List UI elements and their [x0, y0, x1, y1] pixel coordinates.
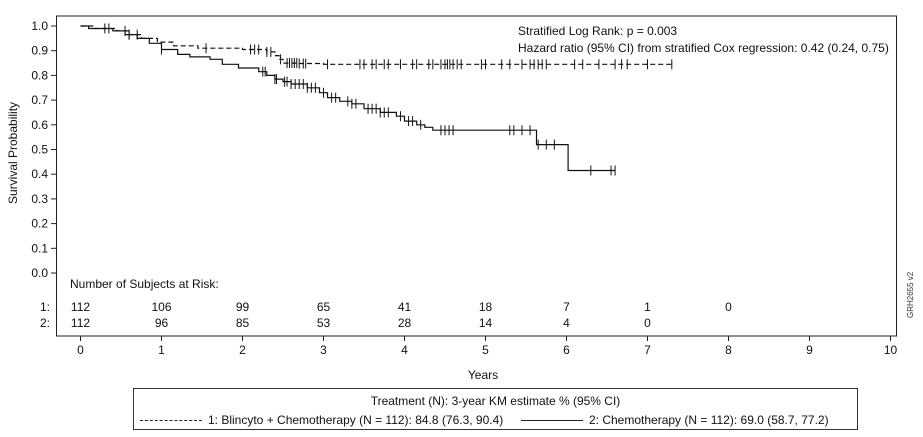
- risk-value-1-2: 99: [236, 300, 250, 314]
- risk-value-1-1: 106: [151, 300, 171, 314]
- survival-curves: [80, 23, 673, 176]
- risk-value-2-4: 28: [398, 316, 412, 330]
- y-tick-label-7: 0.7: [31, 93, 48, 107]
- legend-item-chemotherapy: 2: Chemotherapy (N = 112): 69.0 (58.7, 7…: [521, 413, 829, 427]
- y-tick-label-6: 0.6: [31, 118, 48, 132]
- x-tick-label-9: 9: [806, 343, 813, 357]
- risk-value-2-6: 4: [563, 316, 570, 330]
- figure-code: GRH2655 v2: [906, 271, 915, 318]
- y-tick-label-1: 0.1: [31, 241, 48, 255]
- risk-value-2-2: 85: [236, 316, 250, 330]
- risk-table-values: 112 106 99 65 41 18 7 1 0 112 96 85 53 28 14 4 0: [71, 300, 732, 330]
- legend-label-chemotherapy: 2: Chemotherapy (N = 112): 69.0 (58.7, 7…: [589, 413, 829, 427]
- x-tick-label-7: 7: [644, 343, 651, 357]
- risk-value-2-5: 14: [479, 316, 493, 330]
- legend-label-blincyto: 1: Blincyto + Chemotherapy (N = 112): 84…: [208, 413, 504, 427]
- risk-value-1-7: 1: [644, 300, 651, 314]
- y-tick-label-0: 0.0: [31, 266, 48, 280]
- risk-value-1-0: 112: [71, 300, 90, 314]
- curve-series-1: [80, 25, 672, 65]
- y-tick-label-2: 0.2: [31, 217, 48, 231]
- x-tick-label-6: 6: [563, 343, 570, 357]
- risk-row-label-2: 2:: [40, 316, 50, 330]
- x-tick-label-0: 0: [77, 343, 84, 357]
- y-axis-label: Survival Probability: [6, 102, 20, 204]
- x-tick-label-2: 2: [239, 343, 246, 357]
- x-tick-label-1: 1: [158, 343, 165, 357]
- x-tick-label-8: 8: [725, 343, 732, 357]
- risk-value-2-1: 96: [155, 316, 169, 330]
- legend: Treatment (N): 3-year KM estimate % (95%…: [133, 388, 858, 430]
- y-tick-label-10: 1.0: [31, 19, 48, 33]
- axes-group: 0.0 0.1 0.2 0.3 0.4 0.5 0.6 0.7 0.8 0.9 1.0 0 1 2 3 4 5 6…: [31, 15, 898, 357]
- risk-value-1-8: 0: [725, 300, 732, 314]
- y-tick-label-9: 0.9: [31, 44, 48, 58]
- risk-value-2-0: 112: [71, 316, 90, 330]
- x-axis-label: Years: [468, 368, 498, 382]
- y-tick-label-3: 0.3: [31, 192, 48, 206]
- x-tick-label-3: 3: [320, 343, 327, 357]
- legend-dashed-line: [140, 419, 202, 421]
- y-tick-label-8: 0.8: [31, 68, 48, 82]
- y-tick-label-5: 0.5: [31, 143, 48, 157]
- risk-value-2-7: 0: [644, 316, 651, 330]
- hazard-ratio-annotation: Hazard ratio (95% CI) from stratified Co…: [518, 41, 889, 55]
- risk-value-1-6: 7: [563, 300, 570, 314]
- risk-table-title: Number of Subjects at Risk:: [70, 277, 219, 291]
- risk-value-1-5: 18: [479, 300, 493, 314]
- risk-value-1-4: 41: [398, 300, 412, 314]
- x-tick-label-5: 5: [482, 343, 489, 357]
- risk-value-2-3: 53: [317, 316, 331, 330]
- risk-value-1-3: 65: [317, 300, 331, 314]
- legend-title: Treatment (N): 3-year KM estimate % (95%…: [370, 394, 621, 408]
- log-rank-annotation: Stratified Log Rank: p = 0.003: [518, 24, 677, 38]
- legend-solid-line: [521, 419, 583, 421]
- plot-frame: [56, 15, 897, 337]
- legend-item-blincyto: 1: Blincyto + Chemotherapy (N = 112): 84…: [140, 413, 503, 427]
- x-tick-label-4: 4: [401, 343, 408, 357]
- x-tick-label-10: 10: [884, 343, 898, 357]
- y-tick-label-4: 0.4: [31, 167, 48, 181]
- risk-row-label-1: 1:: [40, 300, 50, 314]
